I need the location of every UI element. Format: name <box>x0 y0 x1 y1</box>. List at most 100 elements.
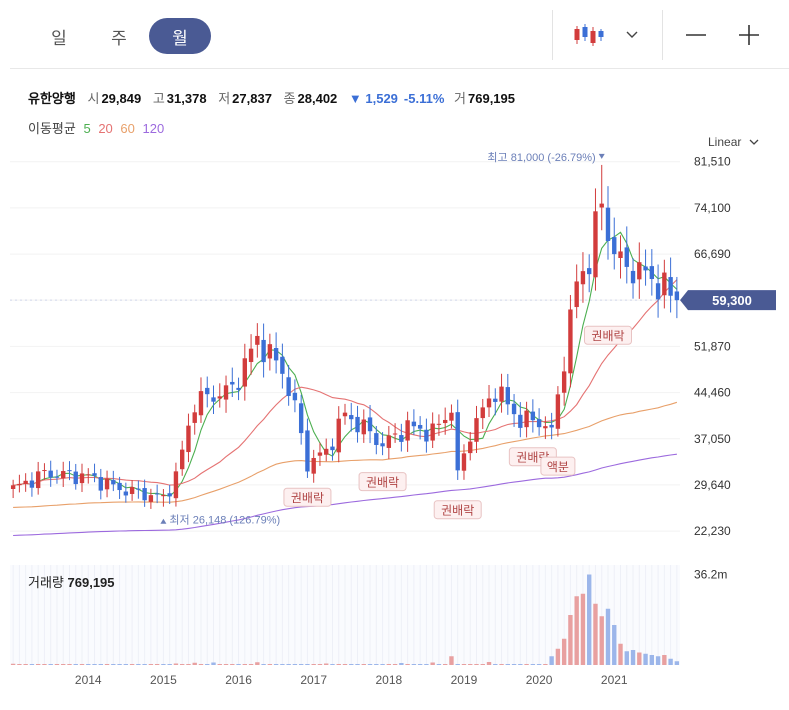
candle-body[interactable] <box>555 394 561 429</box>
candle-body[interactable] <box>236 387 241 390</box>
candle-body[interactable] <box>86 474 91 476</box>
candle-body[interactable] <box>98 477 103 491</box>
candle-body[interactable] <box>67 470 72 472</box>
tab-monthly[interactable]: 월 <box>149 18 211 54</box>
candle-body[interactable] <box>42 470 47 472</box>
candle-body[interactable] <box>518 414 523 428</box>
candle-body[interactable] <box>280 356 285 374</box>
candle-body[interactable] <box>167 493 172 497</box>
candle-body[interactable] <box>123 491 129 496</box>
candle-body[interactable] <box>217 396 222 399</box>
candle-body[interactable] <box>449 412 454 421</box>
candle-body[interactable] <box>549 424 554 428</box>
candle-body[interactable] <box>180 449 185 470</box>
candle-body[interactable] <box>580 271 586 285</box>
candle-body[interactable] <box>599 203 604 208</box>
tab-weekly[interactable]: 주 <box>111 28 127 48</box>
candle-body[interactable] <box>17 483 22 486</box>
candle-body[interactable] <box>230 381 235 385</box>
candle-body[interactable] <box>593 211 598 278</box>
candle-body[interactable] <box>79 473 85 484</box>
candle-body[interactable] <box>223 385 229 400</box>
candle-body[interactable] <box>111 480 116 485</box>
candle-body[interactable] <box>367 417 373 432</box>
candle-body[interactable] <box>211 397 216 402</box>
candle-body[interactable] <box>148 495 154 502</box>
candle-body[interactable] <box>561 371 567 393</box>
candle-body[interactable] <box>618 251 623 259</box>
candle-body[interactable] <box>668 277 673 296</box>
candle-body[interactable] <box>380 443 385 447</box>
candle-body[interactable] <box>336 418 341 453</box>
candle-body[interactable] <box>493 398 498 402</box>
candle-body[interactable] <box>480 407 485 419</box>
candle-body[interactable] <box>173 471 179 499</box>
candle-body[interactable] <box>342 412 348 417</box>
candle-body[interactable] <box>630 270 636 284</box>
candle-body[interactable] <box>29 480 35 488</box>
candle-body[interactable] <box>361 419 366 435</box>
candle-body[interactable] <box>624 247 629 267</box>
candle-body[interactable] <box>587 268 592 275</box>
candle-body[interactable] <box>330 446 335 451</box>
candle-body[interactable] <box>374 433 379 445</box>
chart-type-dropdown[interactable] <box>612 15 652 55</box>
candle-body[interactable] <box>424 429 429 442</box>
candle-body[interactable] <box>186 425 191 453</box>
candle-body[interactable] <box>674 291 680 301</box>
candle-body[interactable] <box>662 272 667 296</box>
candle-body[interactable] <box>349 415 354 420</box>
candle-body[interactable] <box>524 410 529 428</box>
scale-selector[interactable]: Linear <box>708 135 759 149</box>
candle-body[interactable] <box>499 386 504 402</box>
candle-body[interactable] <box>242 358 248 387</box>
candle-body[interactable] <box>655 283 661 300</box>
candle-body[interactable] <box>442 419 448 424</box>
candle-body[interactable] <box>104 478 110 490</box>
candle-body[interactable] <box>324 448 329 455</box>
candle-body[interactable] <box>511 403 517 415</box>
candle-body[interactable] <box>311 457 316 474</box>
candle-body[interactable] <box>574 281 579 308</box>
tab-daily[interactable]: 일 <box>51 28 67 48</box>
candle-body[interactable] <box>399 435 404 442</box>
candle-body[interactable] <box>486 398 492 408</box>
candle-body[interactable] <box>73 471 78 485</box>
chart-type-button[interactable] <box>568 15 608 55</box>
candle-body[interactable] <box>261 339 266 363</box>
candle-body[interactable] <box>386 435 392 448</box>
candle-body[interactable] <box>643 266 648 271</box>
candle-body[interactable] <box>612 237 617 255</box>
candle-body[interactable] <box>298 403 304 434</box>
candle-body[interactable] <box>61 471 66 479</box>
candle-body[interactable] <box>536 419 542 428</box>
candle-body[interactable] <box>649 266 655 279</box>
candle-body[interactable] <box>248 348 254 363</box>
candle-body[interactable] <box>273 348 279 361</box>
candle-body[interactable] <box>161 495 166 497</box>
candle-body[interactable] <box>305 430 310 472</box>
candle-body[interactable] <box>317 452 323 456</box>
candle-body[interactable] <box>568 309 573 374</box>
candle-body[interactable] <box>474 418 479 442</box>
candle-body[interactable] <box>154 493 160 495</box>
candle-body[interactable] <box>405 420 410 441</box>
candle-body[interactable] <box>192 412 197 423</box>
candle-body[interactable] <box>267 344 273 359</box>
zoom-out-button[interactable] <box>676 15 716 55</box>
candle-body[interactable] <box>392 433 398 435</box>
candle-body[interactable] <box>286 377 291 396</box>
candle-body[interactable] <box>455 412 460 471</box>
candle-body[interactable] <box>205 387 210 395</box>
candle-body[interactable] <box>505 387 510 405</box>
candle-body[interactable] <box>637 262 642 280</box>
candle-body[interactable] <box>430 423 435 441</box>
candle-body[interactable] <box>461 453 467 471</box>
candle-body[interactable] <box>436 423 442 425</box>
candle-body[interactable] <box>35 471 41 489</box>
candle-body[interactable] <box>530 411 536 421</box>
candle-body[interactable] <box>255 335 260 345</box>
candle-body[interactable] <box>411 421 417 427</box>
candle-body[interactable] <box>355 416 360 433</box>
